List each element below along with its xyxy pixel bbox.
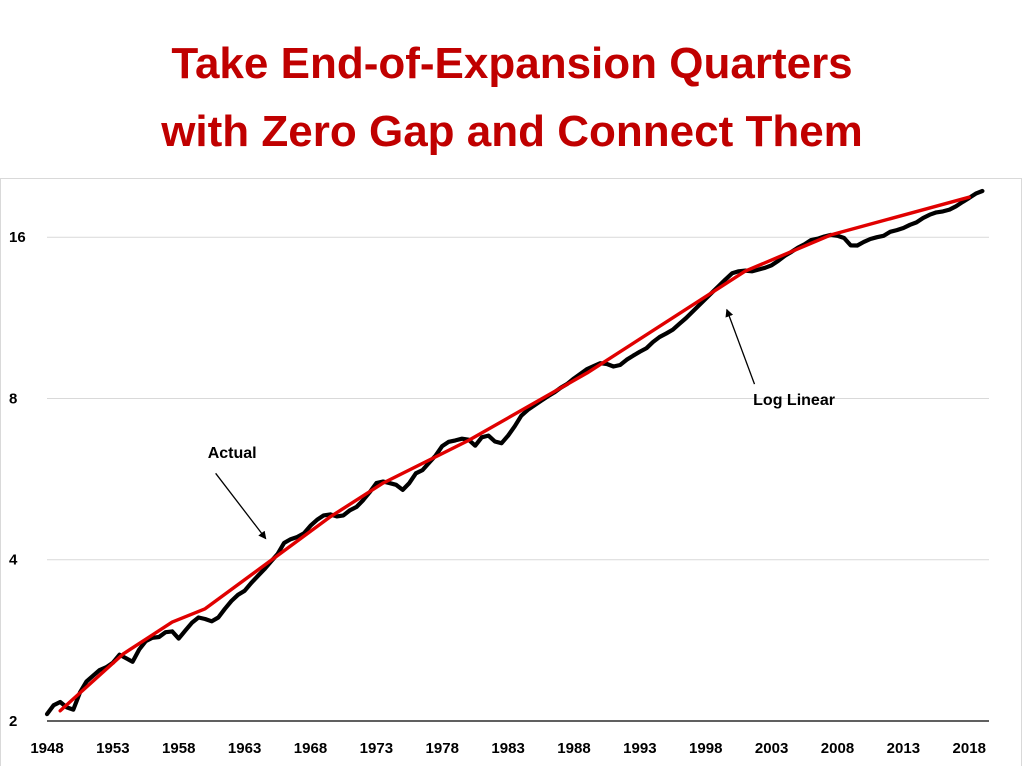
x-tick-label: 1993 <box>623 740 656 757</box>
series-lines <box>44 188 985 717</box>
series-actual-line <box>44 188 985 717</box>
x-tick-label: 1988 <box>557 740 590 757</box>
series-log-linear-line <box>58 195 971 713</box>
x-tick-label: 2018 <box>953 740 986 757</box>
x-tick-label: 2013 <box>887 740 920 757</box>
title-line-2: with Zero Gap and Connect Them <box>161 107 863 156</box>
chart-area: 2 4 8 16 1948 1953 1958 1963 1968 1973 1978 1983 198… <box>0 178 1022 766</box>
title-line-1: Take End-of-Expansion Quarters <box>171 39 853 88</box>
x-tick-label: 1958 <box>162 740 195 757</box>
x-tick-label: 1978 <box>426 740 459 757</box>
x-tick-label: 1983 <box>491 740 524 757</box>
annotations: Actual Log Linear <box>208 308 835 540</box>
x-tick-label: 1963 <box>228 740 261 757</box>
slide-title: Take End-of-Expansion Quarters with Zero… <box>0 30 1024 166</box>
x-tick-label: 1948 <box>30 740 63 757</box>
y-tick-label: 4 <box>9 552 18 569</box>
x-tick-label: 1998 <box>689 740 722 757</box>
x-tick-label: 1968 <box>294 740 327 757</box>
annotation-log-linear-arrow <box>725 308 756 385</box>
x-tick-label: 2008 <box>821 740 854 757</box>
axes: 2 4 8 16 1948 1953 1958 1963 1968 1973 1978 1983 198… <box>9 229 989 757</box>
annotation-log-linear-label: Log Linear <box>753 392 835 409</box>
y-tick-label: 8 <box>9 390 17 407</box>
annotation-actual-label: Actual <box>208 445 257 462</box>
y-tick-label: 2 <box>9 713 17 730</box>
line-chart: 2 4 8 16 1948 1953 1958 1963 1968 1973 1978 1983 198… <box>9 188 989 757</box>
x-tick-label: 1953 <box>96 740 129 757</box>
y-tick-label: 16 <box>9 229 26 246</box>
annotation-actual-arrow <box>215 472 267 540</box>
x-tick-label: 2003 <box>755 740 788 757</box>
x-tick-label: 1973 <box>360 740 393 757</box>
gridlines <box>47 236 989 561</box>
